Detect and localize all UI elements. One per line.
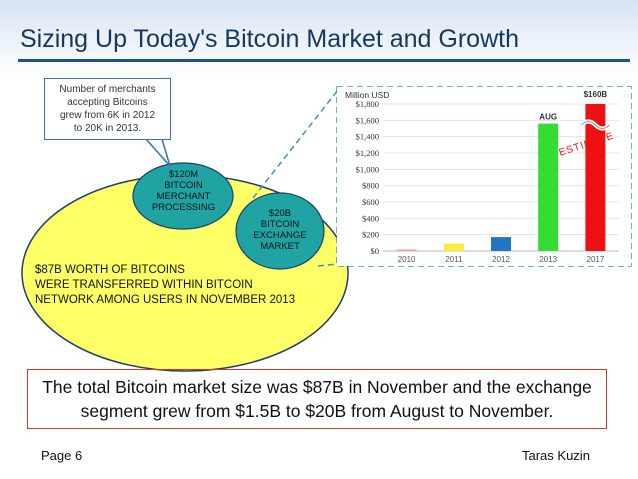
merchant-line: $120M — [168, 169, 199, 180]
chart-ytick-label: $1,200 — [356, 148, 379, 158]
chart-bar — [396, 249, 417, 251]
page-title: Sizing Up Today's Bitcoin Market and Gro… — [20, 25, 519, 53]
merchant-line: PROCESSING — [151, 202, 216, 213]
chart-bar-label: $160B — [584, 90, 608, 99]
merchant-processing-label: $120M BITCOIN MERCHANT PROCESSING — [136, 169, 231, 213]
callout-line: Number of merchants — [59, 84, 156, 95]
chart-bar-label: AUG — [539, 113, 557, 122]
chart-frame — [336, 86, 632, 267]
callout-pointer — [144, 138, 171, 167]
chart-bar — [443, 243, 464, 251]
callout-line: accepting Bitcoins — [67, 97, 148, 108]
chart-ytick-label: $200 — [362, 230, 379, 240]
exchange-line: BITCOIN — [260, 219, 300, 230]
chart-xtick-label: 2010 — [398, 255, 416, 264]
exchange-market-label: $20B BITCOIN EXCHANGE MARKET — [239, 208, 321, 252]
callout-line: grew from 6K in 2012 — [59, 110, 156, 121]
summary-box: The total Bitcoin market size was $87B i… — [27, 369, 607, 429]
chart-xtick-label: 2017 — [587, 255, 605, 264]
merchant-line: MERCHANT — [156, 191, 211, 202]
market-growth-chart: Million USD $0 $200 $400 $600 $800 $1,000 $1,20… — [337, 87, 631, 266]
chart-ytick-label: $800 — [362, 181, 379, 191]
zoom-line-bottom — [317, 263, 339, 267]
chart-ytick-label: $600 — [362, 197, 379, 207]
merchant-callout: Number of merchants accepting Bitcoins g… — [44, 78, 171, 140]
chart-xtick-label: 2011 — [445, 255, 463, 264]
author-name: Taras Kuzin — [522, 448, 590, 463]
exchange-line: EXCHANGE — [253, 230, 307, 241]
merchant-line: BITCOIN — [164, 180, 203, 191]
chart-ytick-label: $1,600 — [356, 115, 379, 125]
chart-xtick-label: 2013 — [539, 255, 557, 264]
chart-bar — [538, 123, 559, 251]
page-number: Page 6 — [41, 448, 83, 463]
chart-ytick-label: $400 — [362, 213, 379, 223]
network-volume-text: $87B WORTH OF BITCOINS WERE TRANSFERRED … — [35, 263, 335, 308]
network-line: $87B WORTH OF BITCOINS — [35, 264, 185, 276]
chart-ytick-label: $0 — [371, 246, 380, 256]
chart-xtick-label: 2012 — [492, 255, 510, 264]
chart-unit-label: Million USD — [345, 90, 389, 100]
chart-bar — [585, 104, 606, 251]
network-line: NETWORK AMONG USERS IN NOVEMBER 2013 — [35, 294, 296, 306]
chart-break-mark-outline — [581, 121, 610, 129]
exchange-line: MARKET — [260, 241, 300, 252]
merchant-processing-bubble — [132, 162, 234, 230]
network-line: WERE TRANSFERRED WITHIN BITCOIN — [35, 279, 253, 291]
title-divider — [18, 59, 630, 62]
summary-line-1: The total Bitcoin market size was $87B i… — [42, 377, 592, 397]
title-bar — [0, 0, 638, 76]
exchange-market-bubble — [235, 192, 325, 270]
chart-bar — [491, 237, 511, 251]
chart-ytick-label: $1,400 — [356, 132, 379, 142]
chart-svg: Million USD $0 $200 $400 $600 $800 $1,000 $1,20… — [345, 90, 619, 264]
summary-line-2: segment grew from $1.5B to $20B from Aug… — [80, 401, 554, 421]
chart-ytick-label: $1,000 — [356, 164, 379, 174]
zoom-line-top — [252, 89, 339, 199]
callout-line: to 20K in 2013. — [73, 123, 142, 134]
chart-ytick-label: $1,800 — [356, 99, 379, 109]
exchange-line: $20B — [268, 208, 292, 219]
